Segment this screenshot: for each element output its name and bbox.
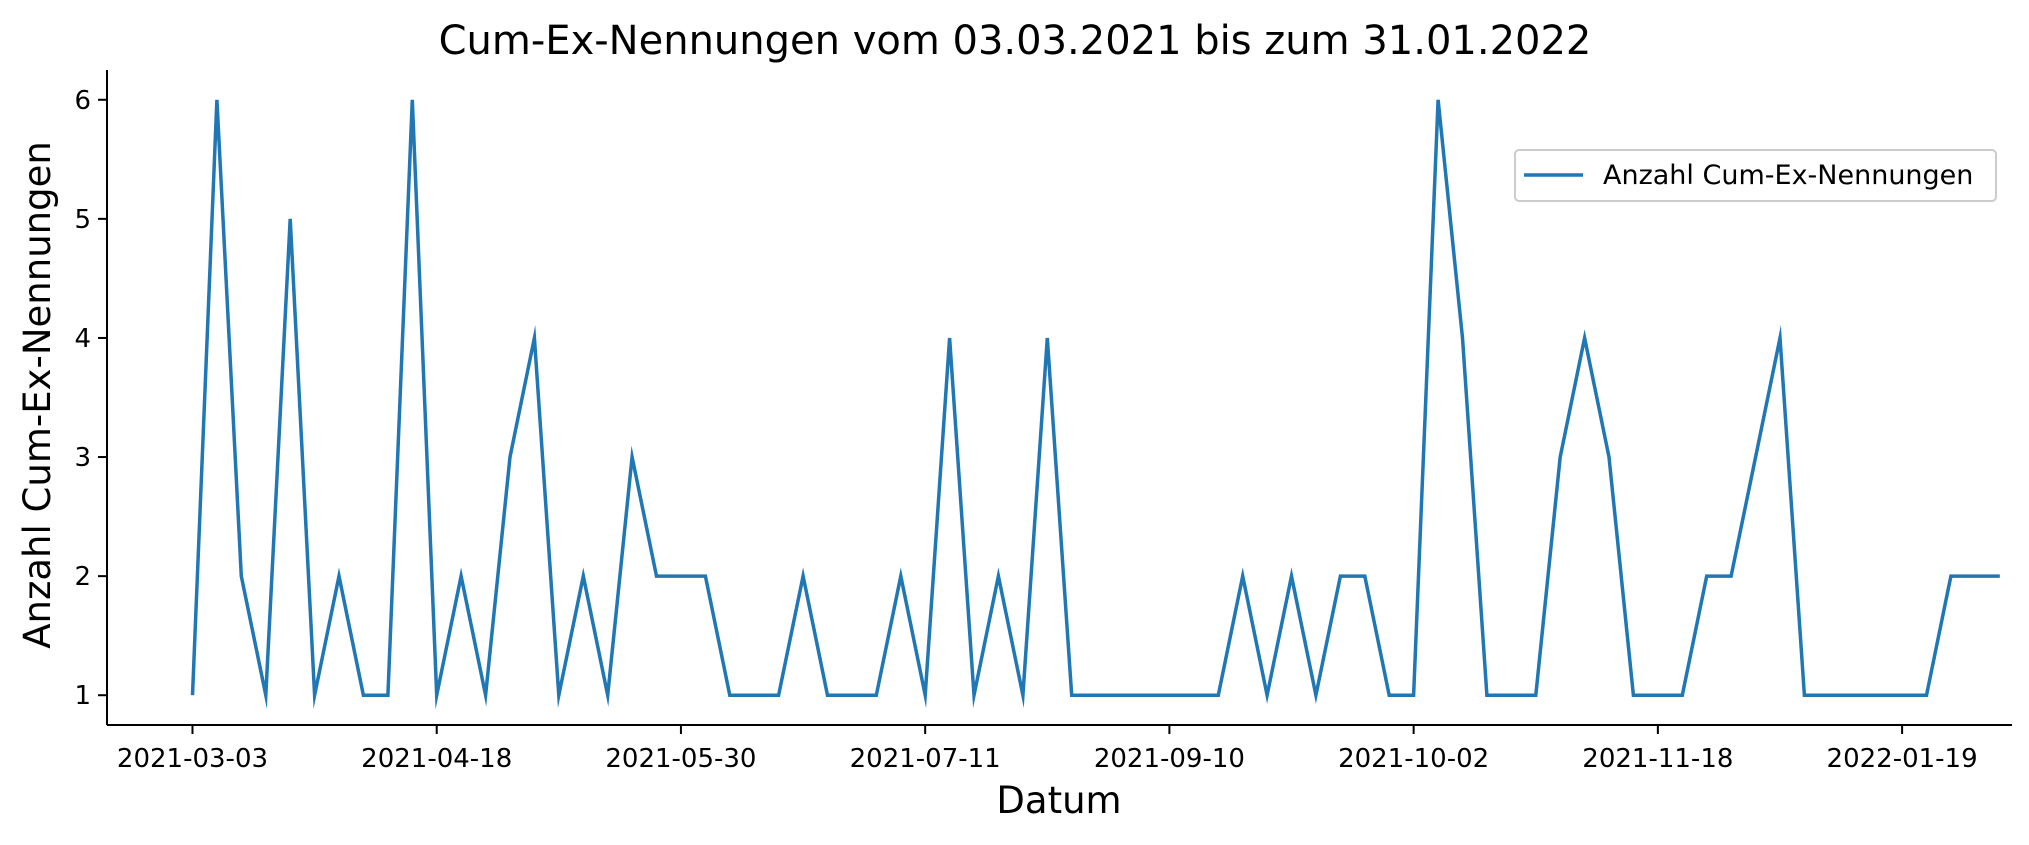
- y-tick-label: 6: [74, 86, 91, 116]
- y-axis-label: Anzahl Cum-Ex-Nennungen: [16, 141, 59, 649]
- legend-box: [1514, 149, 1997, 202]
- y-tick-label: 2: [74, 562, 91, 592]
- x-tick-label: 2021-09-10: [1094, 744, 1245, 774]
- legend-label: Anzahl Cum-Ex-Nennungen: [1603, 160, 1973, 191]
- x-tick-label: 2021-05-30: [605, 744, 756, 774]
- x-tick-label: 2022-01-19: [1827, 744, 1978, 774]
- x-tick-label: 2021-04-18: [361, 744, 512, 774]
- x-tick-label: 2021-07-11: [850, 744, 1001, 774]
- y-tick-label: 3: [74, 443, 91, 473]
- series-line: [190, 99, 2000, 710]
- legend: Anzahl Cum-Ex-Nennungen: [1514, 149, 1997, 202]
- y-tick-label: 1: [74, 681, 91, 711]
- x-ticks: 2021-03-03 2021-04-18 2021-05-30 2021-07-11…: [117, 725, 1978, 774]
- y-tick-label: 5: [74, 205, 91, 235]
- x-axis-label: Datum: [996, 779, 1121, 822]
- chart-title: Cum-Ex-Nennungen vom 03.03.2021 bis zum …: [439, 18, 1592, 64]
- x-tick-label: 2021-11-18: [1582, 744, 1733, 774]
- y-tick-label: 4: [74, 324, 91, 354]
- x-tick-label: 2021-03-03: [117, 744, 268, 774]
- series-layer: [190, 99, 2000, 710]
- x-tick-label: 2021-10-02: [1338, 744, 1489, 774]
- y-ticks: 1 2 3 4 5 6: [74, 86, 107, 711]
